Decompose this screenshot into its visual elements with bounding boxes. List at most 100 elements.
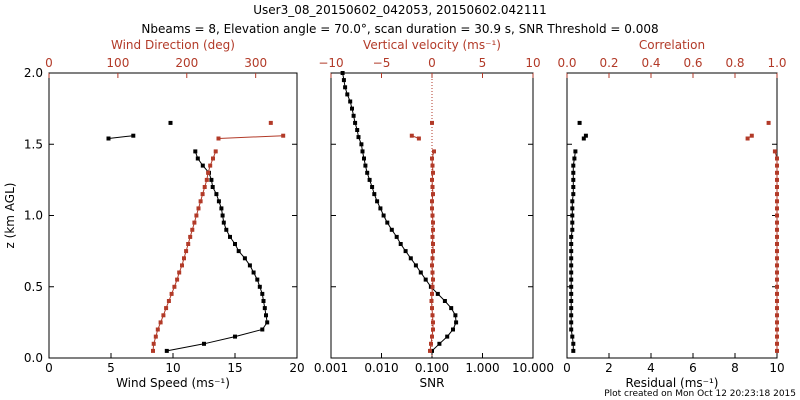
corr-residual-point [573, 149, 578, 154]
wind-wind-speed-point [236, 249, 241, 254]
snr-top-xtick-label: 0 [428, 56, 436, 70]
corr-correlation-point [775, 263, 779, 268]
corr-top-xtick-label: 0.0 [557, 56, 576, 70]
wind-wind-direction-point [190, 227, 195, 232]
corr-correlation-point [775, 320, 779, 325]
corr-correlation-point [775, 185, 779, 189]
snr-vertical-velocity-point [431, 220, 435, 225]
corr-residual-point [572, 156, 577, 161]
snr-snr-point [360, 149, 365, 154]
snr-vertical-velocity-point [431, 242, 435, 246]
corr-top-xtick-label: 1.0 [767, 56, 786, 70]
wind-wind-speed-point [219, 206, 224, 211]
wind-wind-direction-point [172, 284, 177, 289]
wind-wind-speed-point [261, 299, 266, 303]
snr-top-xtick-label: −5 [373, 56, 391, 70]
corr-top-xtick-label: 0.8 [725, 56, 744, 70]
snr-snr-point [413, 263, 418, 268]
wind-wind-speed-upper-point [131, 133, 136, 138]
corr-top-xtick-label: 0.4 [641, 56, 660, 70]
snr-snr-point [398, 242, 403, 246]
snr-snr-point [378, 206, 383, 211]
snr-xtick-label: 0.010 [364, 361, 398, 375]
snr-vertical-velocity-point [430, 163, 435, 168]
snr-snr-point [350, 106, 354, 111]
wind-wind-direction-point [188, 234, 193, 239]
corr-correlation-point [775, 249, 779, 254]
snr-top-xtick-label: 5 [479, 56, 487, 70]
snr-vertical-velocity-point [430, 306, 434, 311]
wind-wind-direction-point [204, 177, 209, 182]
snr-vertical-velocity-point [430, 313, 435, 318]
snr-snr-point [363, 163, 368, 168]
snr-vertical-velocity-point [430, 185, 435, 189]
corr-correlation-point [772, 149, 777, 154]
wind-wind-speed-upper-line [108, 135, 134, 139]
wind-xtick-label: 5 [107, 361, 115, 375]
wind-top-xtick-label: 200 [175, 56, 198, 70]
corr-correlation-point [775, 284, 779, 289]
wind-wind-speed-point [251, 270, 256, 275]
corr-residual-point [569, 256, 574, 261]
corr-xtick-label: 2 [605, 361, 613, 375]
snr-snr-point [353, 120, 358, 125]
wind-frame [48, 72, 298, 359]
wind-wind-speed-isolated-point [168, 120, 173, 125]
snr-snr-point [365, 170, 370, 175]
corr-frame [566, 72, 778, 359]
corr-correlation-point [775, 220, 779, 225]
corr-residual-point [569, 320, 574, 325]
snr-snr-point [403, 249, 408, 254]
corr-residual-point [571, 163, 576, 168]
snr-snr-point [385, 220, 390, 225]
corr-residual-point [571, 185, 576, 189]
corr-correlation-point [775, 170, 779, 175]
snr-snr-point [367, 177, 372, 182]
correlation-panel: 0 2 4 6 8 10 0.0 0.2 0.4 0.6 0.8 1.0 Residual (ms⁻¹)… [557, 38, 786, 390]
wind-wind-speed-point [257, 284, 262, 289]
wind-top-label: Wind Direction (deg) [111, 38, 235, 52]
corr-residual-point [569, 284, 574, 289]
corr-residual-point [569, 234, 574, 239]
wind-wind-speed-point [260, 327, 265, 332]
wind-wind-speed-point [233, 242, 237, 246]
wind-wind-direction-point [169, 291, 174, 296]
wind-wind-direction-point [182, 256, 186, 261]
corr-correlation-point [775, 227, 779, 232]
wind-wind-direction-point [155, 327, 160, 332]
corr-correlation-point [775, 256, 779, 261]
corr-correlation-point [775, 341, 779, 346]
corr-residual-point [570, 206, 575, 211]
snr-snr-point [370, 185, 375, 189]
corr-residual-point [569, 291, 574, 296]
corr-residual-point [570, 199, 575, 204]
corr-top-xtick-label: 0.6 [683, 56, 702, 70]
snr-vertical-velocity-point [431, 249, 435, 254]
corr-xtick-label: 4 [647, 361, 655, 375]
snr-vertical-velocity-point [431, 320, 435, 325]
corr-residual-point [569, 327, 574, 332]
snr-snr-point [359, 142, 364, 147]
snr-snr-point [348, 99, 353, 104]
corr-correlation-point [775, 277, 779, 282]
snr-vertical-velocity-upper-point [416, 136, 421, 141]
wind-wind-speed-point [247, 263, 252, 268]
wind-wind-speed-point [200, 163, 205, 168]
corr-residual-point [571, 341, 576, 346]
corr-correlation-point [775, 242, 779, 246]
snr-vertical-velocity-point [429, 299, 434, 303]
wind-top-xtick-label: 300 [244, 56, 267, 70]
corr-correlation-upper-point [745, 136, 750, 141]
snr-snr-point [437, 341, 442, 346]
corr-residual-point [571, 348, 576, 353]
wind-wind-direction-point [175, 277, 180, 282]
wind-ylabel: z (km AGL) [3, 183, 17, 249]
wind-wind-speed-line [166, 151, 268, 352]
wind-wind-speed-point [214, 192, 219, 197]
snr-vertical-velocity-point [430, 263, 434, 268]
snr-xtick-label: 1.000 [465, 361, 499, 375]
wind-wind-speed-point [195, 156, 200, 161]
corr-correlation-point [775, 199, 779, 204]
wind-wind-speed-point [202, 341, 206, 346]
title-line-2: Nbeams = 8, Elevation angle = 70.0°, sca… [141, 22, 658, 36]
